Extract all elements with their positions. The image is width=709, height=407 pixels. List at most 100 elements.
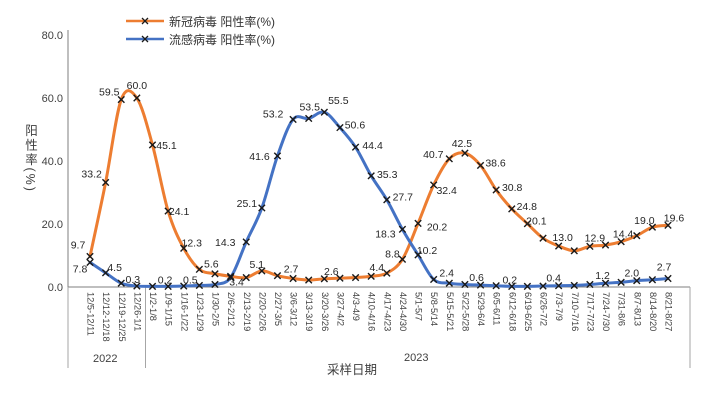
data-point-marker	[383, 196, 391, 204]
x-axis-tick-label: 7/31-8/6	[617, 292, 627, 326]
data-point-marker	[476, 161, 485, 170]
data-point-marker	[289, 115, 297, 124]
data-point-marker	[164, 207, 172, 215]
flu-value-label: 50.6	[345, 120, 366, 132]
data-point-marker	[414, 251, 422, 259]
covid-value-label: 5.6	[204, 258, 219, 270]
covid-value-label: 30.8	[502, 182, 523, 194]
y-axis-tick-label: 40.0	[42, 156, 63, 168]
data-point-marker	[180, 282, 188, 290]
data-point-marker	[242, 238, 250, 246]
flu-value-label: 0.2	[502, 274, 517, 286]
data-point-marker	[554, 282, 563, 290]
flu-value-label: 0.4	[546, 273, 561, 285]
data-point-marker	[86, 258, 94, 267]
data-point-marker	[664, 274, 672, 283]
x-axis-tick-label: 8/7-8/13	[632, 292, 642, 326]
data-point-marker	[586, 280, 594, 289]
data-point-marker	[570, 281, 578, 290]
data-point-marker	[570, 247, 578, 255]
covid-legend-swatch-icon	[126, 17, 164, 25]
x-axis-tick-label: 5/29-6/4	[476, 292, 486, 326]
covid-value-label: 13.0	[552, 232, 573, 244]
data-point-marker	[383, 269, 391, 277]
data-point-marker	[101, 269, 110, 277]
y-axis-tick-label: 0.0	[48, 282, 63, 294]
flu-value-label: 41.6	[249, 151, 270, 163]
x-axis-tick-label: 7/3-7/9	[554, 292, 564, 321]
covid-value-label: 14.4	[613, 229, 634, 241]
y-axis-tick-label: 60.0	[42, 93, 63, 105]
data-point-marker	[429, 181, 438, 189]
x-axis-tick-label: 4/17-4/23	[382, 292, 392, 331]
data-point-marker	[445, 155, 453, 163]
x-axis-tick-label: 3/27-4/2	[335, 292, 345, 326]
data-point-marker	[367, 272, 375, 280]
data-point-marker	[664, 221, 672, 229]
x-axis-tick-label: 2/20-2/26	[257, 292, 267, 331]
data-point-marker	[539, 282, 547, 290]
covid-value-label: 20.1	[526, 216, 547, 228]
x-axis-tick-label: 6/26-7/2	[539, 292, 549, 326]
data-point-marker	[148, 141, 157, 149]
x-axis-tick-label: 4/10-4/16	[367, 292, 377, 331]
data-point-marker	[508, 282, 516, 291]
covid-value-label: 60.0	[127, 80, 148, 92]
flu-value-label: 25.1	[237, 198, 258, 210]
data-point-marker	[476, 281, 485, 289]
flu-value-label: 14.3	[215, 237, 236, 249]
flu-value-label: 53.5	[299, 101, 320, 113]
data-point-marker	[305, 276, 313, 284]
flu-value-label: 55.5	[328, 95, 349, 107]
data-point-marker	[461, 149, 469, 157]
x-axis-tick-label: 5/22-5/28	[460, 292, 470, 331]
data-point-marker	[133, 282, 141, 290]
data-point-marker	[101, 178, 110, 187]
x-axis-tick-label: 1/2-1/8	[148, 292, 158, 321]
y-axis-title: 阳性率(%)	[23, 124, 37, 193]
flu-value-label: 0.2	[158, 274, 173, 286]
data-point-marker	[195, 281, 204, 290]
x-axis-tick-label: 8/21-8/27	[664, 292, 674, 331]
x-axis-tick-label: 2/13-2/19	[242, 292, 252, 331]
data-point-marker	[242, 273, 250, 282]
data-point-marker	[226, 273, 235, 282]
covid-value-label: 33.2	[81, 168, 102, 180]
covid-value-label: 19.0	[634, 215, 655, 227]
data-point-marker	[180, 244, 188, 252]
flu-value-label: 10.2	[417, 245, 438, 257]
covid-series-line	[88, 89, 670, 282]
data-point-marker	[226, 272, 235, 280]
x-axis-tick-label: 6/12-6/18	[507, 292, 517, 331]
data-point-marker	[601, 279, 610, 287]
data-point-marker	[429, 275, 438, 284]
data-point-marker	[523, 282, 532, 291]
x-axis-tick-label: 12/19-12/25	[117, 292, 127, 342]
covid-value-label: 38.6	[485, 157, 506, 169]
data-point-marker	[133, 94, 141, 102]
data-point-marker	[211, 270, 219, 278]
data-point-marker	[539, 234, 547, 242]
covid-value-label: 4.4	[370, 262, 385, 274]
data-point-marker	[461, 280, 469, 289]
data-point-marker	[398, 255, 407, 263]
covid-value-label: 5.1	[250, 259, 265, 271]
legend-item-covid: 新冠病毒 阳性率(%)	[125, 13, 275, 29]
x-axis-tick-label: 3/6-3/12	[289, 292, 299, 326]
flu-value-label: 27.7	[393, 192, 414, 204]
flu-value-label: 44.4	[362, 140, 383, 152]
x-axis-tick-label: 1/16-1/22	[179, 292, 189, 331]
x-axis-tick-label: 6/5-6/11	[492, 292, 502, 325]
covid-value-label: 12.9	[585, 232, 606, 244]
data-point-marker	[211, 280, 219, 289]
data-point-marker	[648, 276, 657, 284]
data-point-marker	[445, 279, 453, 287]
flu-value-label: 7.8	[73, 263, 88, 275]
data-point-marker	[117, 95, 125, 104]
data-point-marker	[164, 282, 172, 291]
covid-value-label: 3.4	[229, 276, 244, 288]
x-axis-tick-label: 12/5-12/11	[86, 292, 96, 336]
legend-item-flu: 流感病毒 阳性率(%)	[125, 31, 275, 47]
